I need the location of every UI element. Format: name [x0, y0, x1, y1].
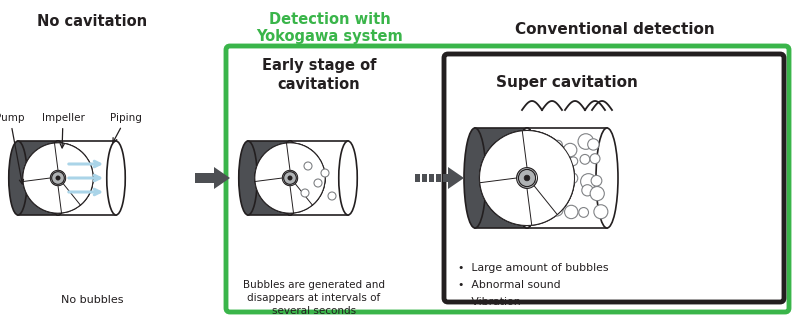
Bar	[58, 141, 116, 215]
Ellipse shape	[516, 128, 538, 228]
Circle shape	[569, 157, 578, 166]
Polygon shape	[54, 143, 93, 205]
Text: Early stage of
cavitation: Early stage of cavitation	[262, 58, 376, 92]
Bar	[443, 174, 448, 182]
Text: •  Large amount of bubbles: • Large amount of bubbles	[458, 263, 609, 273]
Circle shape	[522, 203, 533, 213]
Text: No bubbles: No bubbles	[61, 295, 123, 305]
Circle shape	[591, 175, 602, 186]
Polygon shape	[255, 143, 317, 181]
Circle shape	[590, 154, 600, 164]
Ellipse shape	[49, 141, 67, 215]
Polygon shape	[522, 130, 574, 215]
Ellipse shape	[281, 141, 299, 215]
Circle shape	[563, 143, 577, 157]
Circle shape	[56, 176, 60, 180]
Polygon shape	[23, 151, 62, 213]
Text: Pump: Pump	[0, 113, 25, 184]
Circle shape	[522, 170, 534, 181]
Circle shape	[594, 205, 608, 219]
Circle shape	[23, 143, 93, 213]
Circle shape	[524, 175, 530, 181]
Ellipse shape	[238, 141, 258, 215]
Circle shape	[321, 169, 329, 177]
Polygon shape	[479, 130, 563, 183]
Circle shape	[255, 143, 325, 213]
Circle shape	[534, 171, 550, 186]
Circle shape	[540, 203, 554, 217]
Circle shape	[565, 205, 578, 219]
Ellipse shape	[338, 141, 358, 215]
Circle shape	[578, 208, 589, 217]
Circle shape	[528, 191, 539, 203]
Ellipse shape	[516, 128, 538, 228]
Polygon shape	[263, 174, 325, 213]
Ellipse shape	[596, 128, 618, 228]
Circle shape	[581, 174, 596, 189]
Circle shape	[284, 172, 296, 184]
Circle shape	[518, 169, 535, 186]
Text: •  Vibration: • Vibration	[458, 297, 521, 307]
Bar	[527, 128, 607, 228]
Text: Impeller: Impeller	[42, 113, 85, 148]
Polygon shape	[23, 143, 85, 181]
Circle shape	[553, 188, 562, 197]
Circle shape	[554, 140, 562, 149]
Circle shape	[561, 184, 571, 195]
Circle shape	[582, 185, 593, 196]
Circle shape	[530, 156, 543, 169]
Ellipse shape	[106, 141, 126, 215]
Text: •  Abnormal sound: • Abnormal sound	[458, 280, 561, 290]
Bar	[290, 141, 348, 215]
Polygon shape	[286, 143, 325, 205]
Circle shape	[301, 189, 309, 197]
Polygon shape	[490, 173, 574, 225]
Bar	[18, 141, 58, 215]
Text: Detection with
Yokogawa system: Detection with Yokogawa system	[257, 12, 403, 44]
Text: Super cavitation: Super cavitation	[496, 75, 638, 89]
Circle shape	[578, 134, 594, 149]
Circle shape	[590, 186, 604, 201]
Text: No cavitation: No cavitation	[37, 14, 147, 30]
Circle shape	[580, 155, 590, 164]
Circle shape	[52, 172, 64, 184]
Polygon shape	[255, 151, 294, 213]
Circle shape	[534, 138, 550, 153]
Bar	[248, 141, 290, 215]
Polygon shape	[214, 167, 230, 189]
Circle shape	[304, 162, 312, 170]
Circle shape	[314, 179, 322, 187]
Bar	[436, 174, 441, 182]
Ellipse shape	[281, 141, 299, 215]
Text: Bubbles are generated and
disappears at intervals of
several seconds: Bubbles are generated and disappears at …	[243, 280, 385, 317]
Circle shape	[533, 155, 548, 171]
Ellipse shape	[9, 141, 27, 215]
Circle shape	[328, 192, 336, 200]
Circle shape	[288, 176, 292, 180]
Ellipse shape	[464, 128, 486, 228]
Bar	[429, 174, 434, 182]
Circle shape	[588, 139, 599, 150]
Circle shape	[479, 130, 574, 225]
Bar	[415, 174, 420, 182]
Polygon shape	[31, 174, 93, 213]
Circle shape	[550, 203, 563, 216]
Polygon shape	[448, 167, 464, 189]
Circle shape	[531, 141, 538, 149]
Bar	[422, 174, 427, 182]
Circle shape	[534, 186, 549, 202]
Bar	[195, 173, 217, 183]
Text: Piping: Piping	[110, 113, 142, 142]
Circle shape	[549, 172, 563, 186]
Polygon shape	[479, 141, 532, 225]
Text: Conventional detection: Conventional detection	[515, 23, 715, 38]
Bar	[475, 128, 527, 228]
Circle shape	[551, 160, 562, 171]
Ellipse shape	[49, 141, 67, 215]
Circle shape	[567, 173, 578, 184]
